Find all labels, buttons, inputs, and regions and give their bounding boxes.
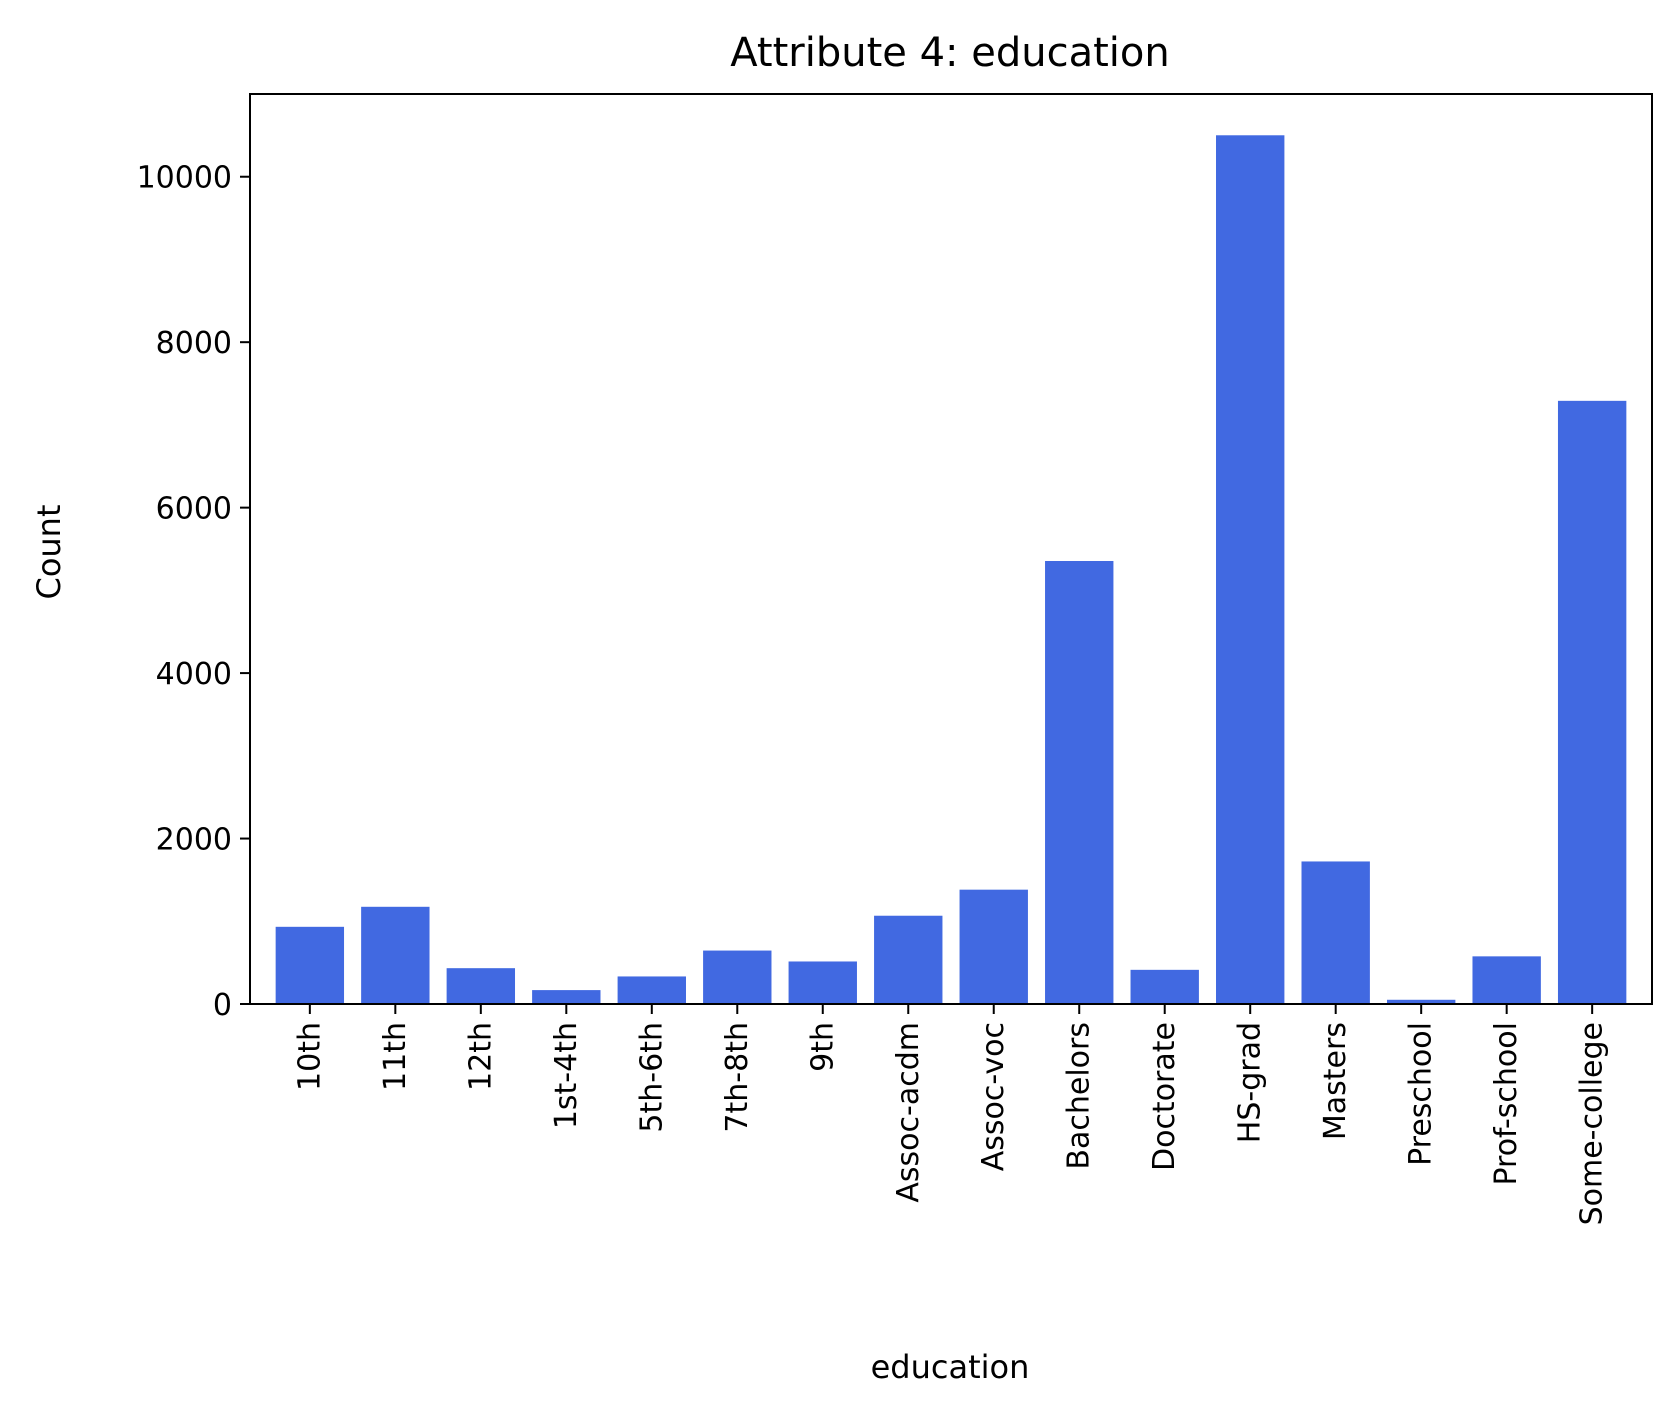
y-tick-label: 4000	[156, 657, 232, 692]
y-tick-label: 10000	[137, 161, 232, 196]
bar-1st-4th	[532, 990, 601, 1004]
x-tick-label: 5th-6th	[634, 1022, 669, 1133]
x-tick-label: Bachelors	[1062, 1022, 1097, 1170]
bar-7th-8th	[703, 950, 772, 1004]
bar-assoc-acdm	[874, 915, 943, 1004]
x-tick-label: 7th-8th	[720, 1022, 755, 1133]
x-tick-label: Doctorate	[1147, 1022, 1182, 1171]
bar-bachelors	[1045, 560, 1114, 1004]
y-tick-label: 8000	[156, 326, 232, 361]
x-tick-label: 10th	[292, 1022, 327, 1091]
x-tick-label: 1st-4th	[549, 1022, 584, 1129]
bar-doctorate	[1130, 969, 1199, 1004]
bar-9th	[788, 961, 857, 1004]
x-tick-label: Some-college	[1575, 1022, 1610, 1225]
x-tick-label: HS-grad	[1233, 1022, 1268, 1143]
x-tick-label: 9th	[805, 1022, 840, 1072]
x-tick-label: 11th	[378, 1022, 413, 1091]
x-tick-label: Assoc-voc	[976, 1022, 1011, 1171]
x-tick-label: 12th	[463, 1022, 498, 1091]
y-tick-label: 2000	[156, 823, 232, 858]
y-tick-label: 6000	[156, 492, 232, 527]
plot-frame	[249, 93, 1653, 1005]
x-tick-label: Assoc-acdm	[891, 1022, 926, 1203]
bar-preschool	[1386, 999, 1456, 1004]
y-axis-ticks: 0 2000 4000 6000 8000 10000	[137, 161, 250, 1023]
bar-assoc-voc	[959, 889, 1028, 1004]
x-axis-label: education	[871, 1348, 1030, 1386]
bar-11th	[361, 906, 430, 1004]
x-tick-label: Prof-school	[1489, 1022, 1524, 1186]
x-axis-ticks: 10th 11th 12th 1st-4th 5th-6th 7th-8th 9th Asso…	[292, 1004, 1610, 1225]
bar-some-college	[1557, 400, 1627, 1004]
bar-prof-school	[1472, 956, 1541, 1004]
bar-12th	[446, 968, 516, 1004]
chart-title: Attribute 4: education	[730, 30, 1169, 76]
bar-hs-grad	[1216, 135, 1285, 1005]
bars-group	[275, 135, 1627, 1005]
x-tick-label: Masters	[1318, 1022, 1353, 1140]
y-tick-label: 0	[213, 988, 232, 1023]
y-axis-label: Count	[30, 504, 68, 599]
x-tick-label: Preschool	[1404, 1022, 1439, 1166]
bar-10th	[275, 926, 345, 1004]
bar-5th-6th	[617, 976, 686, 1004]
bar-masters	[1301, 861, 1370, 1004]
